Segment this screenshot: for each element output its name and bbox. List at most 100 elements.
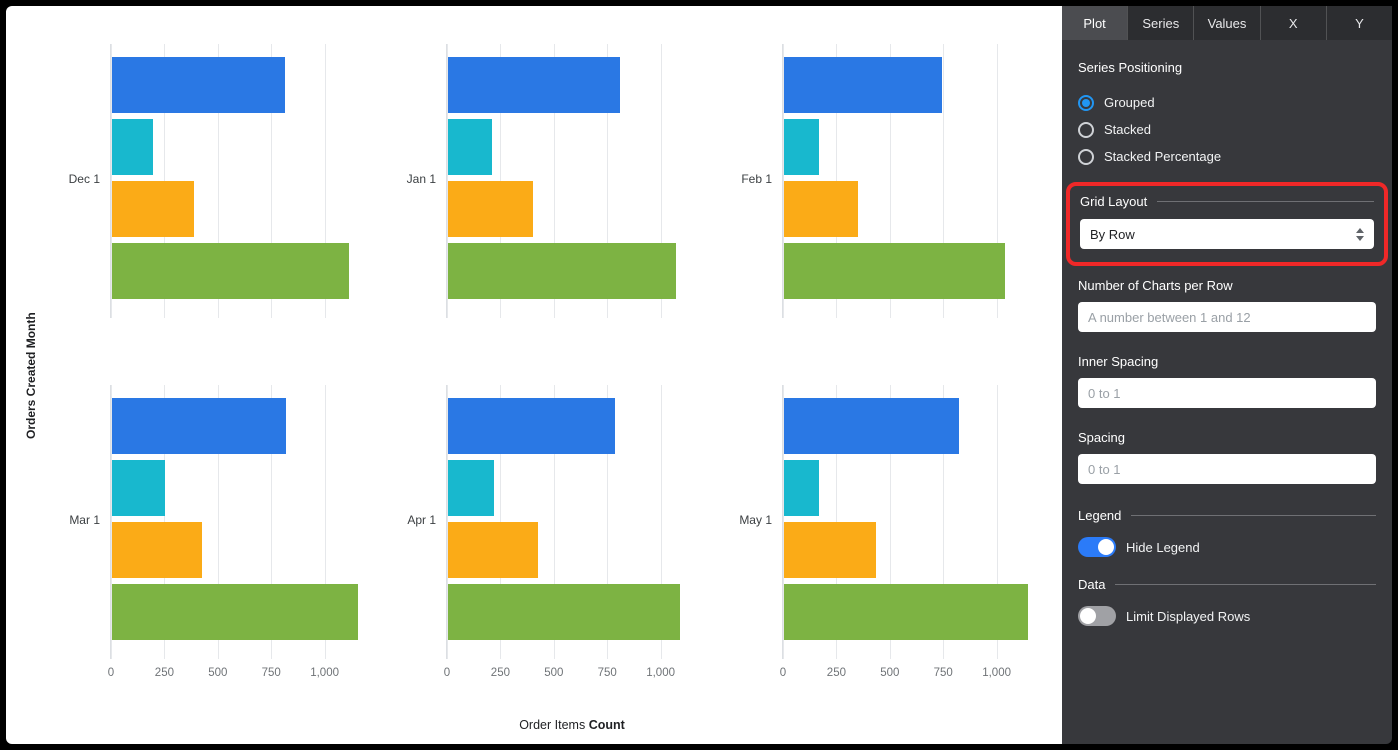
radio-option-label: Stacked Percentage [1104,149,1222,164]
category-label: May 1 [739,513,772,527]
spacing-input[interactable] [1078,454,1376,484]
bar-series-4[interactable] [448,584,680,640]
bar-series-3[interactable] [112,522,202,578]
radio-grouped[interactable]: Grouped [1078,89,1376,116]
bar-series-4[interactable] [784,243,1006,299]
bar-series-1[interactable] [112,57,286,113]
section-divider-line [1157,201,1374,202]
gridline [217,385,219,659]
radio-stacked[interactable]: Stacked [1078,116,1376,143]
subplot-dec-1: Dec 1 [69,44,362,318]
tab-plot[interactable]: Plot [1062,6,1129,40]
toggle-knob [1080,608,1096,624]
bar-series-1[interactable] [784,398,960,454]
bar-series-1[interactable] [448,398,615,454]
tab-values[interactable]: Values [1194,6,1261,40]
bar-series-3[interactable] [784,181,858,237]
tab-y[interactable]: Y [1355,15,1364,31]
subplot-feb-1: Feb 1 [741,44,1034,318]
radio-unselected-icon [1078,148,1094,165]
gridline [271,385,273,659]
bar-series-4[interactable] [448,243,676,299]
plot-tab-content: Series Positioning Grouped Stacked Stacked… [1062,40,1392,646]
bar-series-1[interactable] [112,398,287,454]
x-tick-label: 1,000 [982,667,1011,679]
x-axis-title: Order Items Count [110,718,1034,732]
gridline [553,44,555,318]
inner-spacing-input[interactable] [1078,378,1376,408]
y-axis-title: Orders Created Month [24,312,38,440]
data-section-header: Data [1078,577,1376,592]
spacing-label: Spacing [1078,430,1125,445]
x-tick-label: 500 [544,667,564,679]
section-divider-line [1131,515,1376,516]
gridline [889,44,891,318]
tab-x[interactable]: X [1261,6,1327,40]
subplot-jan-1: Jan 1 [407,44,698,318]
x-tick-label: 0 [779,667,787,679]
bar-series-1[interactable] [784,57,943,113]
bar-series-2[interactable] [112,119,153,175]
gridline [553,385,555,659]
bar-series-2[interactable] [784,119,820,175]
grid-layout-label: Grid Layout [1080,194,1148,209]
bar-series-4[interactable] [112,243,350,299]
bar-series-3[interactable] [784,522,876,578]
charts-per-row-input[interactable] [1078,302,1376,332]
inner-spacing-label: Inner Spacing [1078,354,1159,369]
radio-unselected-icon [1078,121,1094,138]
bar-series-1[interactable] [448,57,620,113]
grid-layout-select[interactable]: By Row [1080,219,1374,249]
bar-series-2[interactable] [784,460,820,516]
bar-series-3[interactable] [448,522,538,578]
legend-section-header: Legend [1078,508,1376,523]
legend-section-label: Legend [1078,508,1122,523]
charts-grid: Dec 1 Jan 1 Feb 1 Mar 1 0 250 500 750 1,000 Apr 1… [69,44,1034,679]
plot-area: 0 250 500 750 1,000 [444,385,698,679]
gridline [324,385,326,659]
gridline [607,385,609,659]
limit-rows-row: Limit Displayed Rows [1078,606,1376,626]
hide-legend-toggle[interactable] [1078,537,1116,557]
bar-series-2[interactable] [448,460,494,516]
bar-series-3[interactable] [448,181,534,237]
bar-series-2[interactable] [112,460,166,516]
bar-series-4[interactable] [112,584,358,640]
gridline [943,44,945,318]
gridline [271,44,273,318]
hide-legend-label: Hide Legend [1126,539,1200,555]
category-label: Mar 1 [69,513,100,527]
plot-area [110,44,362,318]
plot-area [446,44,698,318]
tab-series[interactable]: Series [1128,6,1195,40]
gridline [447,385,448,659]
x-tick-label: 250 [490,667,510,679]
radio-stacked-percentage[interactable]: Stacked Percentage [1078,143,1376,170]
gridline [324,44,326,318]
gridline [996,44,998,318]
bar-series-4[interactable] [784,584,1028,640]
panel-tabs: Plot Series Values X Y [1062,6,1392,40]
radio-option-label: Stacked [1104,122,1151,137]
x-axis-title-view: Order Items [519,718,586,732]
gridline [447,44,448,318]
plot-area: 0 250 500 750 1,000 [108,385,362,679]
grid-layout-highlight-annotation: Grid Layout By Row [1066,182,1388,266]
series-positioning-label: Series Positioning [1078,60,1183,75]
limit-rows-label: Limit Displayed Rows [1126,608,1251,624]
x-tick-label: 250 [154,667,174,679]
x-axis-title-field: Count [588,718,625,732]
category-label: Jan 1 [406,172,436,186]
limit-displayed-rows-toggle[interactable] [1078,606,1116,626]
gridline [607,44,609,318]
x-tick-label: 250 [826,667,846,679]
data-section-label: Data [1078,577,1106,592]
bar-series-2[interactable] [448,119,492,175]
category-label: Dec 1 [68,172,100,186]
subplot-mar-1: Mar 1 0 250 500 750 1,000 [69,385,362,679]
bar-series-3[interactable] [112,181,195,237]
gridline [111,385,112,659]
grid-layout-selected-value: By Row [1090,226,1135,242]
settings-panel: Plot Series Values X Y Series Positioning Gr… [1062,6,1392,744]
x-tick-label: 0 [443,667,451,679]
